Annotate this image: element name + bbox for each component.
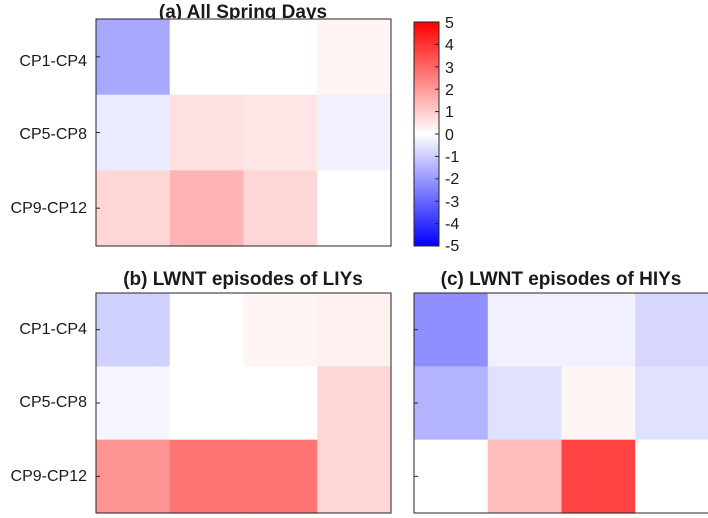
heatmap-cell [561, 293, 636, 367]
heatmap-cell [487, 366, 563, 441]
colorbar-tick-label: 0 [445, 127, 454, 144]
panel-a-y-label: CP9-CP12 [11, 200, 88, 217]
heatmap-cell [96, 94, 171, 171]
heatmap-cell [243, 94, 318, 171]
heatmap-cell [243, 293, 318, 367]
panel-c: (c) LWNT episodes of HIYs [413, 269, 708, 514]
heatmap-cell [169, 19, 245, 96]
panel-a: (a) All Spring Days CP1-CP4 CP5-CP8 CP9-… [11, 2, 392, 247]
heatmap-cell [243, 439, 318, 514]
heatmap-cell [635, 293, 708, 367]
heatmap-cell [317, 366, 392, 441]
colorbar-tick-label: 3 [445, 60, 454, 77]
panel-c-frame [413, 292, 708, 514]
colorbar-tick-label: -2 [445, 171, 459, 188]
heatmap-cell [635, 366, 708, 441]
heatmap-cell [96, 439, 171, 514]
panel-b: (b) LWNT episodes of LIYs CP1-CP4 CP5-CP… [11, 269, 392, 514]
colorbar-tick-label: 4 [445, 37, 454, 54]
heatmap-cell [169, 366, 245, 441]
heatmap-cell [487, 439, 563, 514]
heatmap-cell [243, 366, 318, 441]
heatmap-cell [414, 366, 489, 441]
panel-c-cells [414, 293, 708, 514]
heatmap-cell [317, 293, 392, 367]
heatmap-cell [414, 439, 489, 514]
panel-a-title: (a) All Spring Days [159, 2, 327, 23]
colorbar-tick-label: 1 [445, 104, 454, 121]
colorbar-tick-label: -1 [445, 149, 459, 166]
colorbar-tick-label: 5 [445, 15, 454, 32]
panel-a-cells [96, 19, 392, 247]
colorbar: 5 4 3 2 1 0 -1 -2 -3 -4 -5 [413, 15, 459, 255]
heatmap-cell [169, 170, 245, 247]
heatmap-cell [635, 439, 708, 514]
colorbar-ticks [435, 21, 439, 247]
heatmap-cell [317, 170, 392, 247]
panel-a-y-labels: CP1-CP4 CP5-CP8 CP9-CP12 [11, 53, 88, 217]
heatmap-cell [487, 293, 563, 367]
panel-a-y-label: CP5-CP8 [19, 126, 87, 143]
heatmap-cell [169, 293, 245, 367]
panel-c-title: (c) LWNT episodes of HIYs [441, 269, 682, 290]
heatmap-cell [169, 439, 245, 514]
colorbar-labels: 5 4 3 2 1 0 -1 -2 -3 -4 -5 [445, 15, 459, 255]
panel-b-y-label: CP5-CP8 [19, 394, 87, 411]
heatmap-cell [561, 439, 636, 514]
colorbar-tick-label: 2 [445, 82, 454, 99]
heatmap-cell [414, 293, 489, 367]
heatmap-cell [317, 439, 392, 514]
heatmap-cell [96, 366, 171, 441]
panel-b-y-label: CP1-CP4 [19, 321, 87, 338]
panel-b-frame [95, 292, 392, 514]
heatmap-cell [561, 366, 636, 441]
panel-a-frame [95, 18, 392, 247]
heatmap-cell [96, 170, 171, 247]
panel-b-title: (b) LWNT episodes of LIYs [123, 269, 363, 290]
heatmap-cell [169, 94, 245, 171]
panel-b-y-label: CP9-CP12 [11, 468, 88, 485]
heatmap-cell [96, 293, 171, 367]
heatmap-cell [243, 170, 318, 247]
heatmap-cell [317, 94, 392, 171]
heatmap-cell [317, 19, 392, 96]
panel-b-cells [96, 293, 392, 514]
panel-a-y-label: CP1-CP4 [19, 53, 87, 70]
panel-b-y-labels: CP1-CP4 CP5-CP8 CP9-CP12 [11, 321, 88, 485]
heatmap-cell [96, 19, 171, 96]
colorbar-tick-label: -4 [445, 216, 459, 233]
heatmap-cell [243, 19, 318, 96]
colorbar-tick-label: -5 [445, 238, 459, 255]
colorbar-tick-label: -3 [445, 194, 459, 211]
colorbar-gradient [413, 21, 440, 247]
